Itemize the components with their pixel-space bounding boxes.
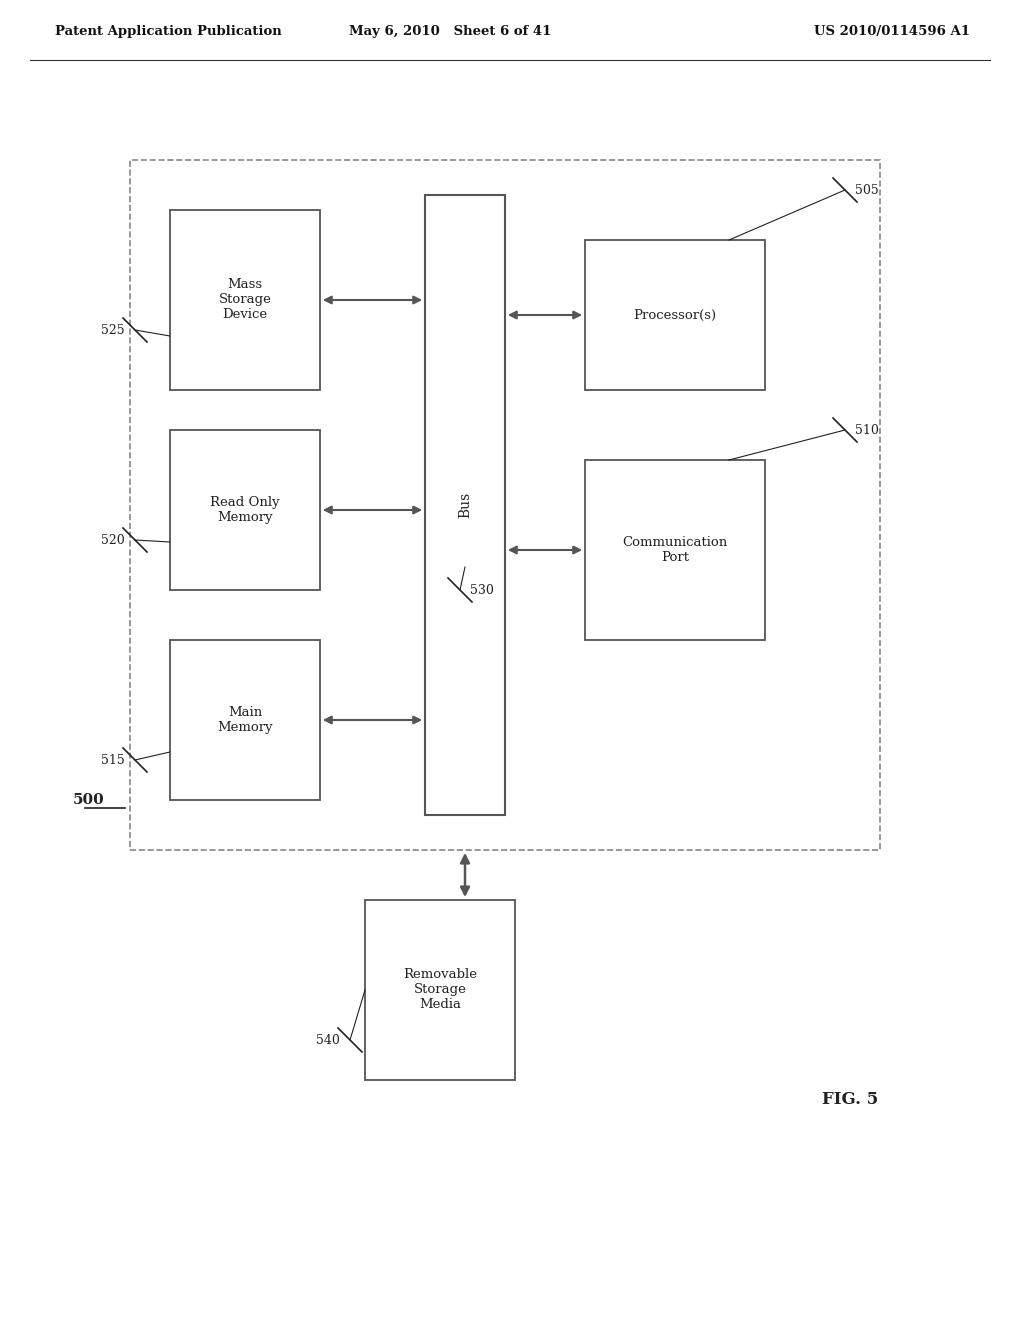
Text: Bus: Bus bbox=[458, 492, 472, 519]
Text: Main
Memory: Main Memory bbox=[217, 706, 272, 734]
Text: 520: 520 bbox=[101, 533, 125, 546]
FancyBboxPatch shape bbox=[425, 195, 505, 814]
FancyBboxPatch shape bbox=[170, 640, 319, 800]
FancyBboxPatch shape bbox=[170, 210, 319, 389]
Text: May 6, 2010   Sheet 6 of 41: May 6, 2010 Sheet 6 of 41 bbox=[349, 25, 551, 38]
FancyBboxPatch shape bbox=[585, 240, 765, 389]
Text: Patent Application Publication: Patent Application Publication bbox=[55, 25, 282, 38]
Text: US 2010/0114596 A1: US 2010/0114596 A1 bbox=[814, 25, 970, 38]
Text: Removable
Storage
Media: Removable Storage Media bbox=[403, 969, 477, 1011]
FancyBboxPatch shape bbox=[365, 900, 515, 1080]
Text: Communication
Port: Communication Port bbox=[623, 536, 728, 564]
Text: 530: 530 bbox=[470, 583, 494, 597]
Text: 525: 525 bbox=[101, 323, 125, 337]
Text: Mass
Storage
Device: Mass Storage Device bbox=[218, 279, 271, 322]
Text: FIG. 5: FIG. 5 bbox=[822, 1092, 879, 1109]
Text: 505: 505 bbox=[855, 183, 879, 197]
FancyBboxPatch shape bbox=[170, 430, 319, 590]
Text: 510: 510 bbox=[855, 424, 879, 437]
FancyBboxPatch shape bbox=[585, 459, 765, 640]
Text: 500: 500 bbox=[74, 793, 105, 807]
Text: 515: 515 bbox=[101, 754, 125, 767]
Text: Processor(s): Processor(s) bbox=[634, 309, 717, 322]
Text: 540: 540 bbox=[316, 1034, 340, 1047]
Text: Read Only
Memory: Read Only Memory bbox=[210, 496, 280, 524]
